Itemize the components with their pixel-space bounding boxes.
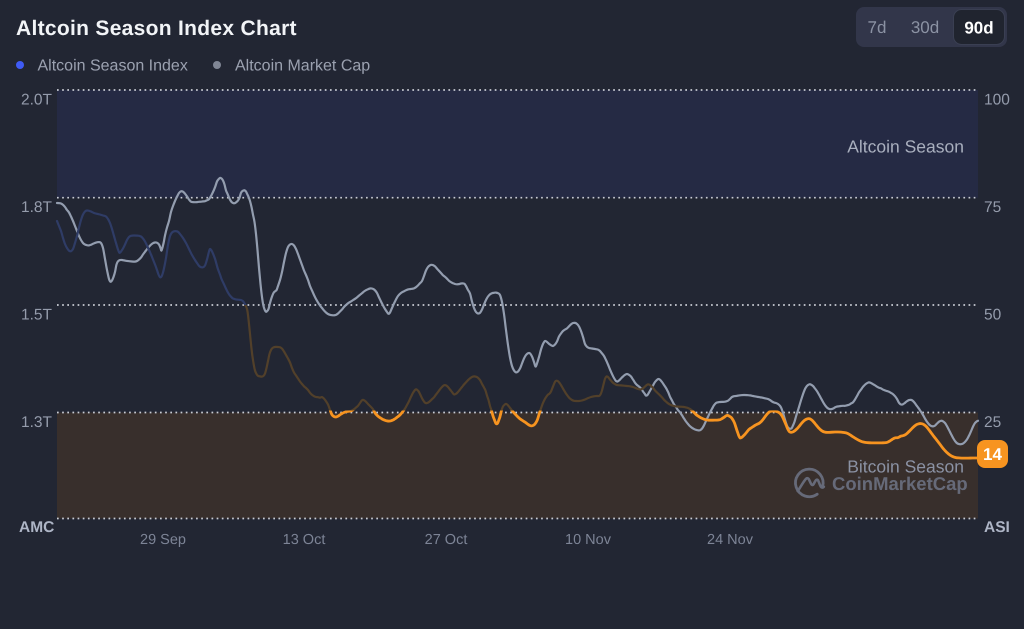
svg-text:Altcoin Market Cap: Altcoin Market Cap <box>235 58 370 75</box>
svg-text:24 Nov: 24 Nov <box>707 532 754 548</box>
svg-text:2.0T: 2.0T <box>21 92 53 109</box>
svg-text:Altcoin Season: Altcoin Season <box>847 137 964 157</box>
svg-text:AMC: AMC <box>19 519 54 536</box>
svg-text:10 Nov: 10 Nov <box>565 532 612 548</box>
svg-text:7d: 7d <box>868 18 887 37</box>
svg-text:29 Sep: 29 Sep <box>140 532 186 548</box>
svg-text:30d: 30d <box>911 18 939 37</box>
svg-text:Altcoin Season Index: Altcoin Season Index <box>38 58 188 75</box>
svg-text:100: 100 <box>984 92 1010 109</box>
svg-text:75: 75 <box>984 199 1001 216</box>
svg-text:13 Oct: 13 Oct <box>283 532 326 548</box>
svg-text:50: 50 <box>984 307 1002 324</box>
svg-text:Bitcoin Season: Bitcoin Season <box>847 457 964 477</box>
svg-text:27 Oct: 27 Oct <box>425 532 468 548</box>
svg-text:ASI: ASI <box>984 519 1010 536</box>
svg-text:14: 14 <box>983 445 1002 464</box>
svg-text:1.8T: 1.8T <box>21 199 53 216</box>
svg-text:90d: 90d <box>964 19 993 38</box>
svg-text:1.5T: 1.5T <box>21 307 53 324</box>
svg-text:1.3T: 1.3T <box>21 414 53 431</box>
svg-text:CoinMarketCap: CoinMarketCap <box>832 473 968 494</box>
svg-text:Altcoin Season Index Chart: Altcoin Season Index Chart <box>16 17 297 40</box>
svg-text:25: 25 <box>984 414 1001 431</box>
